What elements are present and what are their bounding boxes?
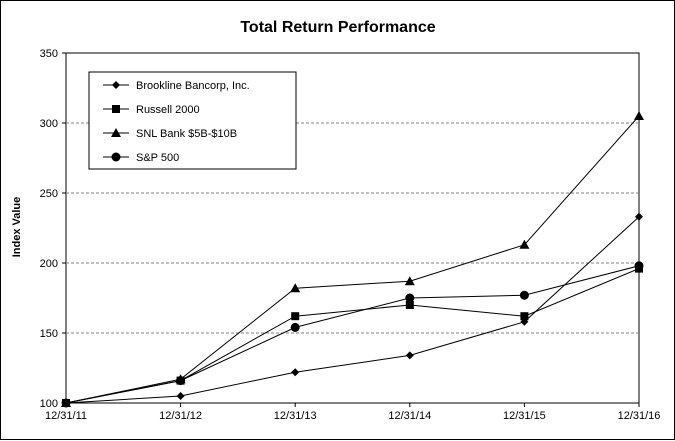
y-axis-label: Index Value bbox=[11, 197, 23, 258]
series-line-brookline-bancorp-inc bbox=[65, 216, 640, 404]
data-point-russell-2000 bbox=[520, 312, 529, 321]
chart-title: Total Return Performance bbox=[240, 19, 435, 36]
y-tick-label: 150 bbox=[40, 328, 58, 340]
data-point-russell-2000 bbox=[291, 312, 300, 321]
legend-marker-russell-2000 bbox=[112, 105, 120, 113]
legend-label-snl-bank-5b-10b: SNL Bank $5B-$10B bbox=[136, 128, 237, 140]
data-point-russell-2000 bbox=[405, 301, 414, 309]
legend-marker-snl-bank-5b-10b bbox=[111, 128, 121, 137]
data-point-snl-bank-5b-10b bbox=[290, 283, 301, 293]
y-tick-label: 100 bbox=[40, 398, 58, 410]
y-tick-label: 300 bbox=[40, 118, 58, 130]
series-line-s-p-500 bbox=[65, 265, 640, 404]
data-point-s-p-500 bbox=[61, 398, 71, 408]
legend-label-russell-2000: Russell 2000 bbox=[136, 104, 200, 116]
data-point-s-p-500 bbox=[519, 290, 529, 300]
data-point-brookline-bancorp-inc bbox=[635, 212, 643, 221]
data-point-brookline-bancorp-inc bbox=[176, 392, 185, 400]
legend-box bbox=[88, 71, 297, 170]
data-point-brookline-bancorp-inc bbox=[405, 351, 414, 360]
legend: Brookline Bancorp, Inc. Russell 2000 SNL B… bbox=[88, 71, 297, 170]
legend-label-brookline-bancorp-inc: Brookline Bancorp, Inc. bbox=[136, 80, 250, 92]
y-tick-label: 250 bbox=[40, 188, 58, 200]
x-tick-label: 12/31/16 bbox=[618, 410, 661, 422]
data-point-s-p-500 bbox=[176, 376, 186, 386]
y-tick-label: 350 bbox=[40, 48, 58, 60]
x-tick-label: 12/31/14 bbox=[388, 410, 431, 422]
x-tick-label: 12/31/13 bbox=[274, 410, 317, 422]
data-point-snl-bank-5b-10b bbox=[519, 239, 530, 249]
data-point-brookline-bancorp-inc bbox=[291, 368, 300, 377]
y-tick-label: 200 bbox=[40, 258, 58, 270]
x-tick-label: 12/31/11 bbox=[45, 410, 87, 422]
legend-label-s-p-500: S&P 500 bbox=[136, 152, 179, 164]
data-point-s-p-500 bbox=[634, 261, 644, 271]
data-point-s-p-500 bbox=[405, 293, 415, 303]
legend-marker-brookline-bancorp-inc bbox=[112, 81, 120, 89]
x-tick-label: 12/31/15 bbox=[503, 410, 546, 422]
data-point-snl-bank-5b-10b bbox=[404, 276, 415, 286]
data-point-snl-bank-5b-10b bbox=[634, 111, 644, 120]
legend-marker-s-p-500 bbox=[111, 152, 121, 162]
series-line-snl-bank-5b-10b bbox=[65, 115, 640, 404]
data-point-s-p-500 bbox=[290, 322, 300, 332]
x-tick-label: 12/31/12 bbox=[159, 410, 202, 422]
